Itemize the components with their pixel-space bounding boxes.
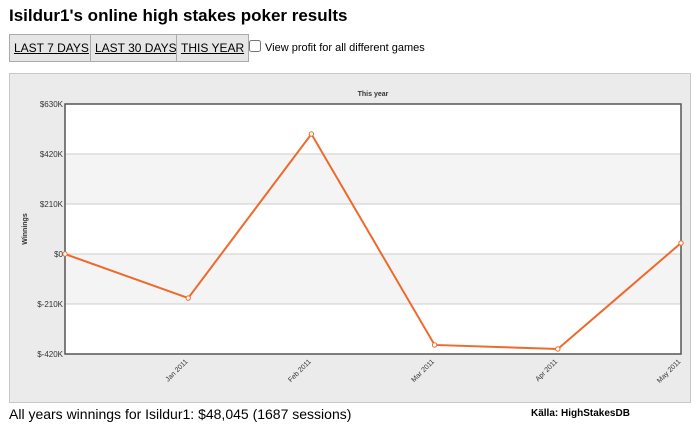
source: Källa: HighStakesDB (531, 408, 630, 419)
checkbox-label[interactable]: View profit for all different games (265, 42, 425, 54)
y-tick-label: $-420K (37, 350, 63, 359)
chart: This year Winnings $-420K $-210K $0 $210K $4… (9, 73, 691, 403)
y-tick-label: $630K (40, 100, 64, 109)
point (62, 251, 68, 257)
y-axis-label: Winnings (22, 213, 29, 245)
point (185, 295, 191, 301)
chart-title: This year (358, 91, 389, 98)
range-button[interactable]: THIS YEAR (176, 34, 250, 62)
point (678, 240, 684, 246)
summary: All years winnings for Isildur1: $48,045… (9, 406, 352, 422)
line (64, 132, 682, 351)
page-title: Isildur1's online high stakes poker resu… (9, 6, 348, 25)
point (555, 346, 561, 352)
y-tick-label: $210K (40, 200, 64, 209)
y-tick-label: $0 (54, 250, 63, 259)
point (431, 342, 438, 348)
plot-border (64, 103, 682, 355)
point (308, 131, 315, 137)
grid-band (65, 254, 681, 304)
y-tick-label: $420K (40, 150, 64, 159)
grid-band (65, 154, 681, 204)
checkbox[interactable] (249, 40, 261, 52)
plot-area (65, 104, 681, 354)
y-tick-label: $-210K (37, 300, 63, 309)
